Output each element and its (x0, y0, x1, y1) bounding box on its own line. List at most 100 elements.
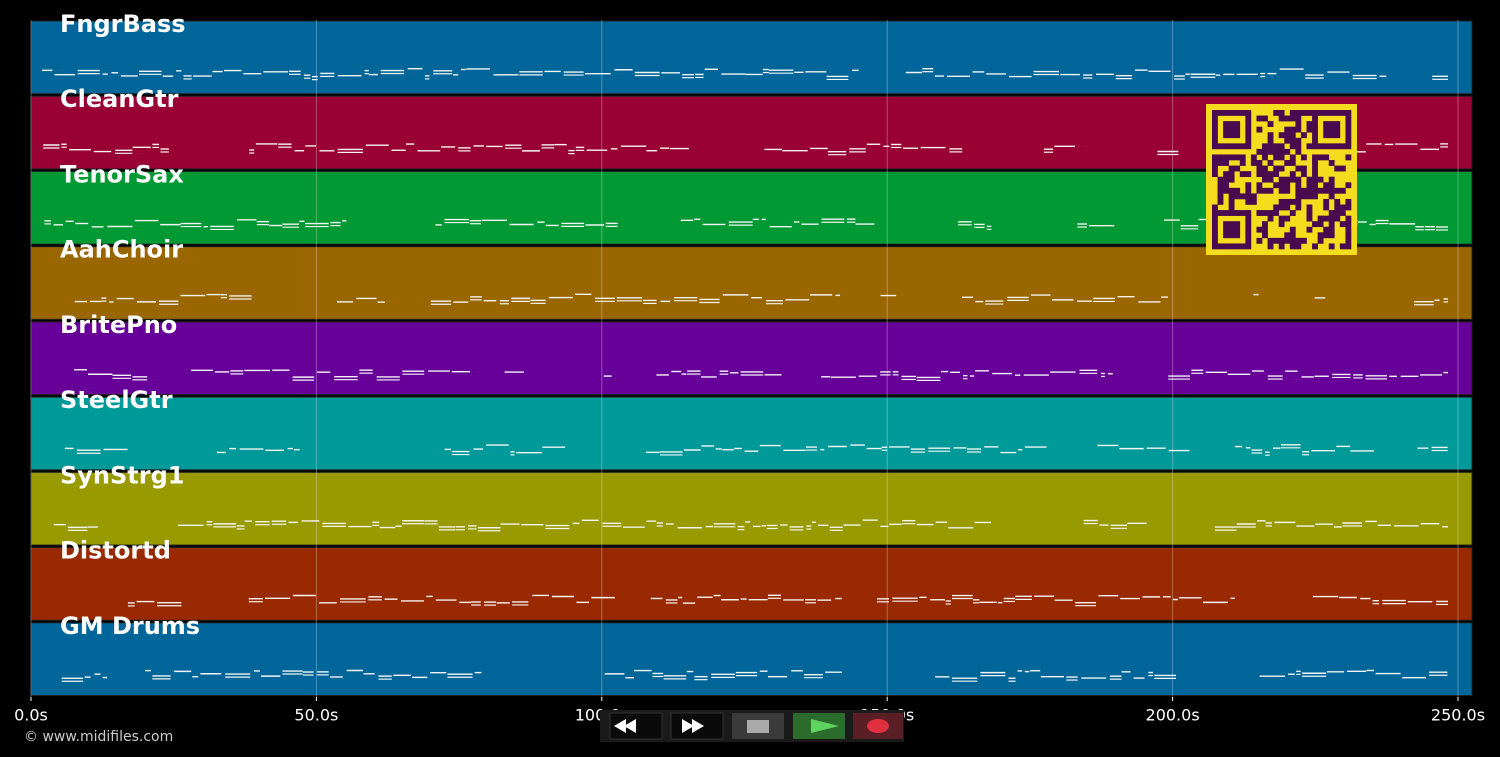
play-icon (811, 719, 839, 733)
qr-module (1328, 232, 1335, 239)
qr-module (1345, 182, 1352, 189)
fast-forward-button[interactable] (670, 712, 724, 740)
qr-module (1273, 154, 1280, 161)
qr-module (1228, 121, 1235, 127)
qr-module (1300, 237, 1307, 244)
qr-module (1212, 171, 1218, 178)
qr-module (1289, 176, 1296, 183)
qr-module (1339, 110, 1346, 116)
qr-module (1323, 132, 1330, 139)
qr-module (1328, 215, 1335, 222)
qr-module (1278, 148, 1285, 155)
qr-module (1317, 143, 1324, 150)
qr-module (1212, 232, 1218, 239)
qr-module (1284, 237, 1291, 244)
qr-module (1262, 187, 1268, 194)
qr-module (1284, 115, 1291, 122)
qr-module (1306, 193, 1313, 200)
qr-module (1289, 110, 1296, 116)
qr-module (1256, 148, 1263, 155)
qr-module (1267, 160, 1274, 166)
qr-module (1245, 171, 1252, 178)
qr-module (1245, 110, 1252, 116)
qr-module (1317, 221, 1324, 228)
qr-module (1345, 232, 1352, 239)
qr-module (1278, 132, 1285, 139)
qr-module (1334, 187, 1341, 194)
qr-module (1262, 176, 1268, 183)
qr-module (1300, 193, 1307, 200)
qr-module (1339, 204, 1346, 211)
qr-module (1312, 126, 1318, 133)
track-name: TenorSax (60, 160, 184, 188)
qr-module (1317, 237, 1324, 244)
qr-module (1295, 143, 1302, 150)
qr-module (1284, 160, 1291, 166)
qr-module (1300, 132, 1307, 139)
qr-module (1284, 232, 1291, 239)
qr-module (1284, 187, 1291, 194)
qr-module (1223, 121, 1229, 127)
qr-module (1284, 132, 1291, 139)
qr-module (1212, 132, 1218, 139)
qr-module (1234, 243, 1241, 250)
record-button[interactable] (853, 713, 903, 739)
qr-module (1262, 115, 1268, 122)
qr-module (1334, 204, 1341, 211)
qr-module (1289, 132, 1296, 139)
qr-module (1228, 204, 1235, 211)
qr-module (1345, 226, 1352, 233)
qr-module (1217, 193, 1224, 200)
qr-module (1306, 182, 1313, 189)
qr-module (1234, 110, 1241, 116)
qr-module (1228, 126, 1235, 133)
qr-module (1328, 132, 1335, 139)
qr-module (1312, 110, 1318, 116)
tick-label: 0.0s (14, 706, 48, 725)
qr-module (1228, 143, 1235, 150)
qr-module (1295, 148, 1302, 155)
qr-module (1295, 115, 1302, 122)
qr-module (1312, 132, 1318, 139)
qr-module (1317, 154, 1324, 161)
qr-module (1328, 126, 1335, 133)
qr-module (1239, 243, 1246, 250)
qr-module (1323, 215, 1330, 222)
qr-module (1289, 226, 1296, 233)
qr-module (1223, 210, 1229, 216)
qr-module (1306, 143, 1313, 150)
qr-module (1267, 132, 1274, 139)
qr-module (1267, 187, 1274, 194)
rewind-button[interactable] (609, 712, 663, 740)
qr-module (1262, 226, 1268, 233)
stop-button[interactable] (732, 713, 784, 739)
qr-module (1212, 160, 1218, 166)
qr-module (1239, 143, 1246, 150)
qr-module (1278, 187, 1285, 194)
qr-code (1206, 104, 1357, 255)
qr-module (1262, 210, 1268, 216)
qr-module (1228, 221, 1235, 228)
qr-module (1345, 121, 1352, 127)
qr-module (1278, 165, 1285, 172)
qr-module (1228, 232, 1235, 239)
qr-module (1306, 210, 1313, 216)
qr-module (1284, 137, 1291, 144)
qr-module (1278, 215, 1285, 222)
qr-module (1250, 198, 1257, 205)
rewind-icon (614, 719, 636, 733)
qr-module (1228, 210, 1235, 216)
qr-module (1289, 198, 1296, 205)
qr-module (1295, 165, 1302, 172)
qr-module (1345, 110, 1352, 116)
play-button[interactable] (793, 713, 845, 739)
qr-module (1223, 187, 1229, 194)
qr-module (1217, 160, 1224, 166)
qr-module (1345, 115, 1352, 122)
qr-module (1256, 182, 1263, 189)
qr-module (1245, 115, 1252, 122)
qr-module (1245, 132, 1252, 139)
qr-module (1245, 121, 1252, 127)
qr-module (1234, 143, 1241, 150)
